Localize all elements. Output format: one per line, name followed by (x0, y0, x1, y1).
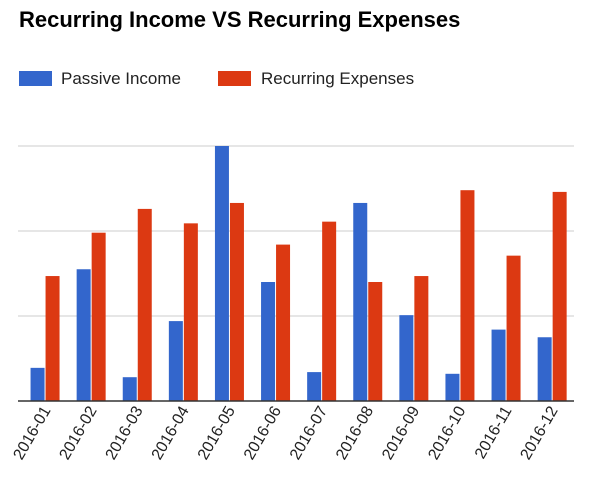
x-tick-label-2016-06: 2016-06 (241, 403, 285, 462)
bar-passive-income-2016-07 (307, 372, 322, 401)
x-axis-tick-labels: 2016-01 2016-02 2016-03 2016-04 2016-05 2016-… (10, 403, 561, 462)
bar-passive-income-2016-05 (214, 146, 229, 401)
bar-passive-income-2016-11 (491, 329, 506, 401)
bar-passive-income-2016-02 (76, 269, 91, 401)
x-tick-label-2016-12: 2016-12 (518, 403, 562, 462)
bar-passive-income-2016-04 (168, 321, 183, 401)
bar-recurring-expenses-2016-02 (91, 232, 106, 401)
grid (18, 145, 574, 317)
chart-title: Recurring Income VS Recurring Expenses (19, 7, 460, 32)
bar-passive-income-2016-09 (399, 315, 414, 401)
bar-passive-income-2016-10 (445, 373, 460, 401)
bar-recurring-expenses-2016-03 (137, 208, 152, 401)
x-tick-label-2016-03: 2016-03 (103, 403, 147, 462)
x-tick-label-2016-08: 2016-08 (333, 403, 377, 462)
bar-recurring-expenses-2016-06 (276, 244, 291, 401)
legend-swatch-passive-income (19, 71, 52, 86)
bar-passive-income-2016-12 (537, 337, 552, 401)
legend-label-recurring-expenses: Recurring Expenses (261, 69, 414, 88)
x-tick-label-2016-09: 2016-09 (379, 403, 423, 462)
x-tick-label-2016-04: 2016-04 (149, 403, 193, 462)
bar-passive-income-2016-06 (261, 282, 276, 401)
bar-passive-income-2016-01 (30, 367, 45, 401)
bar-passive-income-2016-03 (122, 377, 137, 401)
bar-recurring-expenses-2016-05 (229, 202, 244, 401)
bar-recurring-expenses-2016-10 (460, 190, 475, 401)
x-tick-label-2016-01: 2016-01 (10, 403, 54, 462)
bar-recurring-expenses-2016-01 (45, 276, 60, 401)
x-tick-label-2016-11: 2016-11 (472, 403, 516, 461)
legend-swatch-recurring-expenses (218, 71, 251, 86)
bars (30, 146, 567, 401)
x-tick-label-2016-02: 2016-02 (57, 403, 101, 462)
bar-passive-income-2016-08 (353, 202, 368, 401)
bar-recurring-expenses-2016-11 (506, 255, 521, 401)
legend-label-passive-income: Passive Income (61, 69, 181, 88)
x-tick-label-2016-10: 2016-10 (425, 403, 469, 462)
bar-recurring-expenses-2016-04 (183, 223, 198, 401)
x-tick-label-2016-07: 2016-07 (287, 403, 331, 462)
legend: Passive Income Recurring Expenses (19, 69, 414, 88)
bar-recurring-expenses-2016-08 (368, 282, 383, 401)
x-tick-label-2016-05: 2016-05 (195, 403, 239, 462)
bar-recurring-expenses-2016-12 (552, 191, 567, 401)
bar-recurring-expenses-2016-09 (414, 276, 429, 401)
bar-recurring-expenses-2016-07 (322, 221, 337, 401)
